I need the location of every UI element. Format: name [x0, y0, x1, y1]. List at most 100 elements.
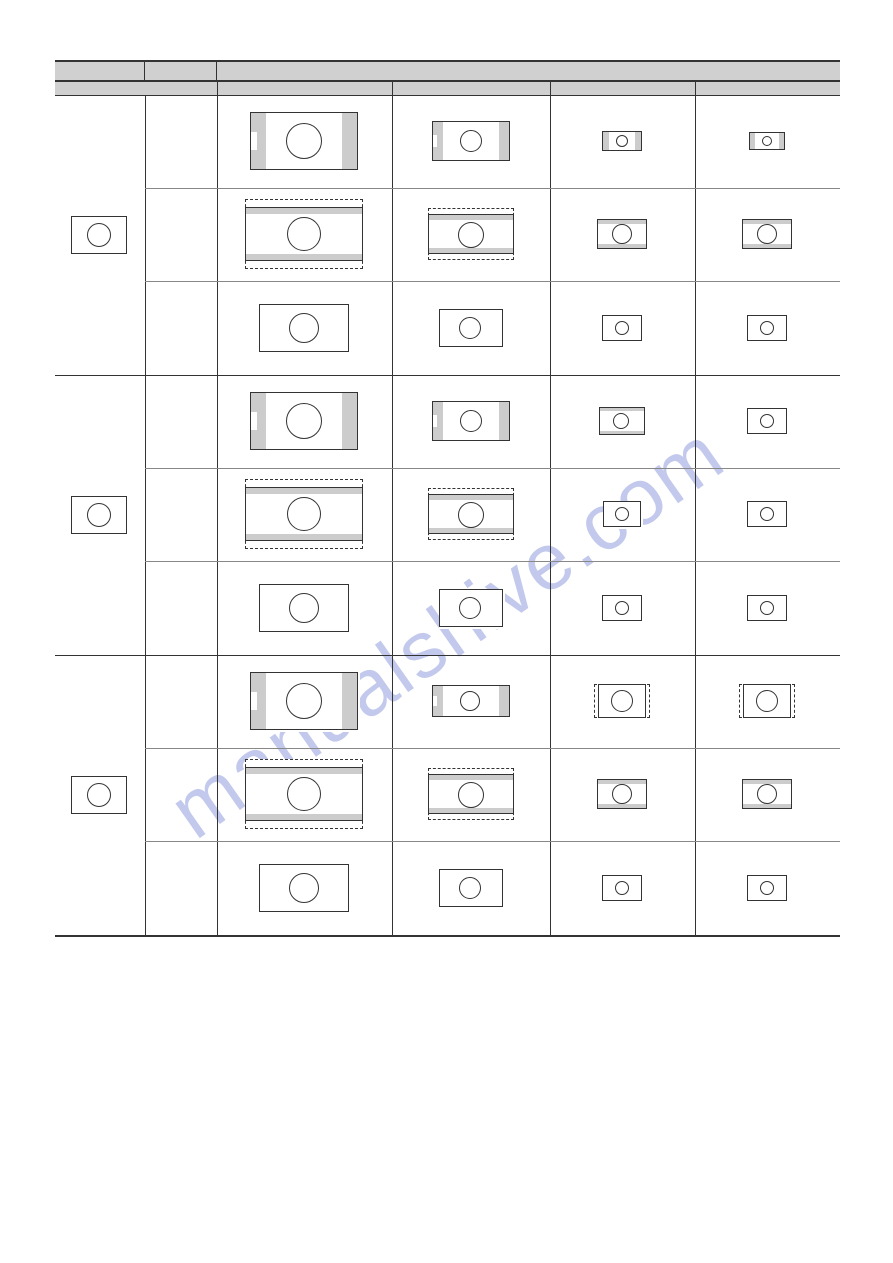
image-cell: [695, 562, 840, 655]
shape-icon: [602, 131, 644, 153]
shape-icon: [432, 121, 512, 163]
table-row: [145, 749, 840, 842]
shape-icon: [747, 501, 789, 529]
shape-icon: [250, 112, 360, 172]
table-row: [145, 656, 840, 749]
mode-cell: [145, 749, 217, 841]
original-cell: [55, 656, 145, 935]
image-cell: [695, 842, 840, 935]
shape-icon: [428, 488, 516, 542]
content-area: [55, 60, 840, 937]
shape-icon: [250, 392, 360, 452]
shape-icon: [71, 216, 129, 256]
shape-icon: [439, 589, 505, 629]
shape-icon: [71, 776, 129, 816]
shape-icon: [602, 315, 644, 343]
image-cell: [695, 189, 840, 281]
image-cell: [550, 469, 695, 561]
image-cell: [550, 562, 695, 655]
shape-icon: [742, 219, 794, 251]
image-cell: [550, 656, 695, 748]
table-row: [145, 469, 840, 562]
image-cell: [550, 376, 695, 468]
shape-icon: [428, 768, 516, 822]
shape-icon: [742, 779, 794, 811]
mode-cell: [145, 96, 217, 188]
shape-icon: [747, 875, 789, 903]
image-cell: [392, 376, 550, 468]
image-cell: [695, 96, 840, 188]
table-row: [145, 562, 840, 655]
image-cell: [550, 282, 695, 375]
shape-icon: [594, 684, 652, 720]
shape-icon: [747, 315, 789, 343]
table-header-row-1: [55, 60, 840, 82]
shape-icon: [747, 408, 789, 436]
table-row-group: [55, 376, 840, 656]
mode-cell: [145, 189, 217, 281]
shape-icon: [432, 685, 512, 719]
page: manualshive.com: [0, 0, 893, 1263]
image-cell: [392, 469, 550, 561]
shape-icon: [749, 132, 787, 152]
image-cell: [695, 282, 840, 375]
table-row: [145, 282, 840, 375]
image-cell: [695, 656, 840, 748]
image-cell: [392, 282, 550, 375]
shape-icon: [597, 219, 649, 251]
shape-icon: [602, 875, 644, 903]
image-cell: [550, 842, 695, 935]
image-cell: [217, 842, 392, 935]
image-cell: [550, 189, 695, 281]
image-cell: [217, 282, 392, 375]
image-cell: [695, 749, 840, 841]
table-row-group: [55, 96, 840, 376]
shape-icon: [428, 208, 516, 262]
shape-icon: [439, 309, 505, 349]
table-row: [145, 189, 840, 282]
mode-cell: [145, 562, 217, 655]
shape-icon: [739, 684, 797, 720]
shape-icon: [603, 501, 643, 529]
shape-icon: [259, 304, 351, 354]
mode-cell: [145, 376, 217, 468]
shape-icon: [432, 401, 512, 443]
shape-icon: [259, 864, 351, 914]
shape-icon: [439, 869, 505, 909]
image-cell: [392, 842, 550, 935]
shape-icon: [245, 199, 365, 271]
original-cell: [55, 376, 145, 655]
table-row-group: [55, 656, 840, 937]
table-row: [145, 96, 840, 189]
image-cell: [392, 562, 550, 655]
image-cell: [217, 376, 392, 468]
image-cell: [392, 749, 550, 841]
shape-icon: [599, 407, 647, 437]
mode-cell: [145, 282, 217, 375]
shape-icon: [747, 595, 789, 623]
mode-cell: [145, 842, 217, 935]
shape-icon: [597, 779, 649, 811]
image-cell: [550, 96, 695, 188]
shape-icon: [259, 584, 351, 634]
table-row: [145, 842, 840, 935]
mode-cell: [145, 469, 217, 561]
table-body: [55, 96, 840, 937]
image-cell: [217, 96, 392, 188]
image-cell: [392, 189, 550, 281]
mode-cell: [145, 656, 217, 748]
image-cell: [217, 656, 392, 748]
table-row: [145, 376, 840, 469]
image-cell: [392, 656, 550, 748]
original-cell: [55, 96, 145, 375]
shape-icon: [71, 496, 129, 536]
shape-icon: [245, 759, 365, 831]
table-header-row-2: [55, 82, 840, 96]
image-cell: [550, 749, 695, 841]
image-cell: [217, 189, 392, 281]
image-cell: [695, 376, 840, 468]
image-cell: [217, 469, 392, 561]
image-cell: [695, 469, 840, 561]
shape-icon: [245, 479, 365, 551]
shape-icon: [602, 595, 644, 623]
